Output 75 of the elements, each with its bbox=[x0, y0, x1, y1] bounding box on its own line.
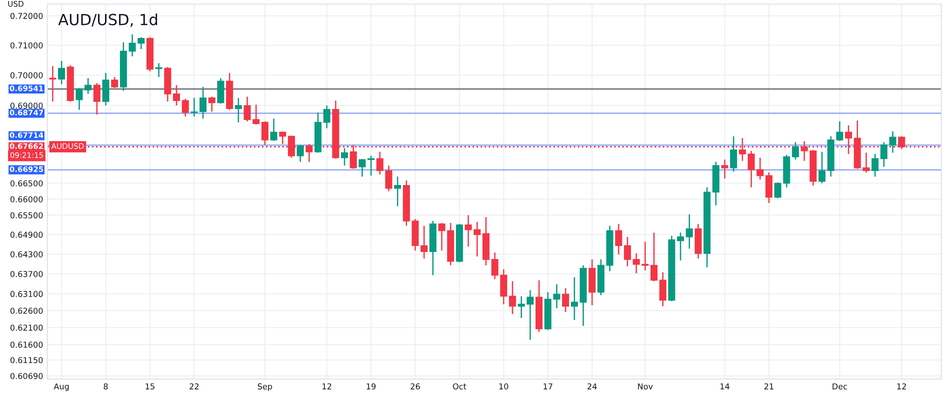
candlestick bbox=[562, 288, 570, 313]
x-tick-label: 12 bbox=[897, 383, 906, 390]
candlestick bbox=[394, 176, 402, 207]
candlestick bbox=[155, 62, 162, 78]
candlestick bbox=[76, 88, 83, 110]
x-tick-label: 26 bbox=[410, 383, 420, 390]
x-tick-label: 19 bbox=[366, 383, 376, 390]
y-tick-label: 0.60690 bbox=[10, 372, 43, 380]
x-tick-label: 12 bbox=[322, 383, 332, 390]
x-tick-label: Sep bbox=[258, 383, 272, 392]
y-tick-label: 0.64300 bbox=[10, 251, 43, 258]
candlestick bbox=[730, 136, 738, 172]
candlestick bbox=[252, 104, 260, 126]
candlestick bbox=[49, 66, 56, 102]
x-tick-label: 8 bbox=[104, 383, 108, 390]
candlestick bbox=[111, 76, 118, 89]
x-tick-label: 24 bbox=[588, 383, 597, 390]
candlestick bbox=[624, 236, 631, 267]
candlestick bbox=[234, 97, 242, 123]
y-tick-label: 0.71000 bbox=[10, 42, 43, 48]
x-tick-label: Aug bbox=[54, 383, 69, 392]
candlestick bbox=[323, 104, 330, 129]
candlestick bbox=[261, 120, 268, 146]
y-tick-label: 0.63700 bbox=[10, 270, 43, 278]
candlestick bbox=[358, 158, 366, 178]
candlestick bbox=[588, 258, 596, 306]
x-tick-label: Nov bbox=[638, 383, 653, 390]
x-tick-label: Oct bbox=[452, 383, 466, 390]
candlestick bbox=[296, 144, 304, 162]
y-tick-label: 0.66500 bbox=[10, 180, 43, 186]
x-tick-label: 15 bbox=[146, 383, 154, 390]
x-tick-label: 22 bbox=[190, 383, 198, 390]
x-tick-label: 10 bbox=[499, 383, 508, 390]
candlestick bbox=[182, 98, 189, 118]
candlestick bbox=[721, 158, 728, 180]
candlestick bbox=[340, 147, 348, 166]
candlestick bbox=[93, 82, 100, 116]
y-tick-label: 0.64900 bbox=[10, 232, 43, 238]
y-tick-label: 0.61600 bbox=[10, 342, 43, 348]
candlestick bbox=[659, 272, 666, 307]
candlestick bbox=[765, 172, 772, 204]
x-tick-label: 14 bbox=[720, 383, 730, 390]
candlestick bbox=[508, 280, 516, 315]
x-tick-label: 17 bbox=[544, 383, 552, 390]
y-tick-label: 0.72000 bbox=[10, 12, 43, 19]
y-tick-label: 0.70000 bbox=[10, 72, 43, 78]
candlestick bbox=[872, 153, 879, 178]
x-tick-label: Dec bbox=[832, 383, 847, 390]
y-tick-label: 0.61150 bbox=[10, 357, 43, 364]
candlestick bbox=[306, 143, 313, 162]
candlestick bbox=[279, 130, 286, 145]
candlestick bbox=[172, 84, 180, 106]
candlestick bbox=[208, 96, 216, 112]
candlestick bbox=[58, 60, 66, 85]
y-tick-label: 0.69000 bbox=[10, 102, 43, 109]
candlestick bbox=[792, 142, 799, 160]
text: AUD/USD, 1d bbox=[58, 13, 158, 27]
y-tick-label: 0.66000 bbox=[10, 196, 43, 202]
y-tick-label: 0.65500 bbox=[10, 212, 43, 218]
candlestick bbox=[200, 86, 207, 120]
x-tick-label: 21 bbox=[764, 383, 774, 390]
candlestick bbox=[84, 78, 92, 95]
y-tick-label: 0.63100 bbox=[10, 290, 43, 298]
candlestick bbox=[244, 96, 251, 122]
y-tick-label: 0.62600 bbox=[10, 308, 43, 314]
candlestick bbox=[650, 232, 658, 282]
candlestick bbox=[677, 232, 684, 262]
candlestick bbox=[217, 78, 224, 104]
candlestick bbox=[686, 214, 693, 250]
candlestick bbox=[818, 151, 826, 184]
candlestick bbox=[102, 72, 110, 106]
candlestick bbox=[190, 97, 198, 118]
candlestick bbox=[270, 118, 278, 142]
y-tick-label: 0.62100 bbox=[10, 324, 43, 331]
candlestick bbox=[615, 223, 622, 256]
